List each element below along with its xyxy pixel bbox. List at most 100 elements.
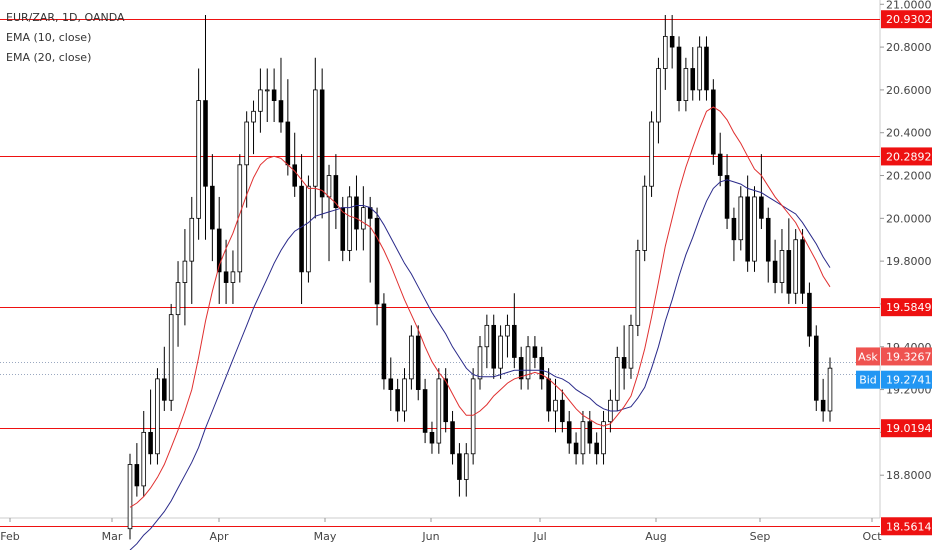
candle-body bbox=[258, 89, 263, 112]
level-label-bg bbox=[881, 419, 932, 438]
candle-body bbox=[402, 378, 407, 412]
symbol-label[interactable]: EUR/ZAR, 1D, OANDA bbox=[6, 11, 125, 24]
candle-body bbox=[333, 175, 339, 209]
candle-body bbox=[546, 378, 551, 412]
candle-body bbox=[175, 282, 181, 316]
candle-body bbox=[676, 46, 682, 102]
candle-body bbox=[793, 239, 798, 294]
candle-body bbox=[470, 378, 476, 455]
candle-body bbox=[436, 378, 442, 444]
candle-body bbox=[134, 464, 140, 487]
bid-price: 19.27414 bbox=[886, 374, 932, 387]
candle-body bbox=[635, 250, 641, 326]
x-tick-label: Aug bbox=[645, 530, 666, 543]
candle-body bbox=[532, 346, 538, 358]
ask-tag: Ask bbox=[858, 350, 878, 363]
candle-body bbox=[429, 431, 435, 444]
candle-body bbox=[491, 324, 497, 369]
candle-body bbox=[663, 35, 668, 69]
candle-body bbox=[223, 271, 229, 283]
bid-tag-bg bbox=[856, 370, 880, 389]
y-tick-label: 21.00000 bbox=[886, 0, 932, 11]
y-tick-label: 20.20000 bbox=[886, 170, 932, 183]
candle-body bbox=[230, 271, 236, 283]
candle-body bbox=[539, 357, 545, 380]
candle-body bbox=[772, 260, 778, 283]
candle-body bbox=[278, 100, 284, 123]
y-tick-label: 20.40000 bbox=[886, 127, 932, 140]
candle-body bbox=[587, 421, 593, 444]
candle-body bbox=[251, 110, 256, 123]
candle-body bbox=[264, 89, 270, 92]
candle-body bbox=[388, 378, 394, 390]
candle-body bbox=[779, 250, 785, 283]
candle-body bbox=[745, 196, 750, 262]
candle-body bbox=[415, 335, 421, 390]
candle-body bbox=[601, 421, 606, 455]
candle-body bbox=[724, 175, 730, 219]
level-label: 20.28923 bbox=[886, 150, 932, 163]
x-tick-label: Mar bbox=[102, 530, 123, 543]
candle-body bbox=[642, 185, 647, 251]
candle-body bbox=[505, 324, 510, 337]
candle-body bbox=[621, 357, 627, 369]
price-axis[interactable]: 18.8000019.0000019.2000019.4000019.60000… bbox=[880, 0, 932, 482]
x-tick-label: Feb bbox=[0, 530, 19, 543]
candle-body bbox=[813, 335, 819, 401]
level-label: 19.01940 bbox=[886, 422, 932, 435]
level-label: 19.58496 bbox=[886, 301, 932, 314]
candle-body bbox=[196, 100, 201, 219]
candle-body bbox=[759, 196, 764, 219]
candle-body bbox=[285, 121, 291, 166]
candle-body bbox=[168, 314, 174, 401]
candle-body bbox=[347, 196, 352, 251]
y-tick-label: 18.80000 bbox=[886, 469, 932, 482]
candle-body bbox=[244, 121, 249, 166]
candle-body bbox=[189, 217, 195, 262]
level-label-bg bbox=[881, 517, 932, 536]
candle-body bbox=[422, 389, 428, 433]
ask-price: 19.32675 bbox=[886, 350, 932, 363]
candle-body bbox=[512, 324, 517, 358]
candle-body bbox=[580, 421, 586, 455]
candle-body bbox=[477, 346, 483, 380]
candle-body bbox=[765, 217, 771, 262]
candle-body bbox=[319, 89, 325, 198]
y-tick-label: 19.80000 bbox=[886, 255, 932, 268]
candle-body bbox=[484, 324, 490, 348]
candle-body bbox=[628, 324, 634, 369]
ema20-label[interactable]: EMA (20, close) bbox=[6, 51, 92, 64]
candle-body bbox=[148, 431, 153, 455]
candle-body bbox=[560, 399, 565, 423]
ema10-label[interactable]: EMA (10, close) bbox=[6, 31, 92, 44]
candle-body bbox=[731, 217, 737, 241]
ask-tag-bg bbox=[856, 347, 880, 366]
candle-body bbox=[457, 453, 462, 480]
x-tick-label: Apr bbox=[209, 530, 229, 543]
candle-body bbox=[162, 378, 167, 401]
y-tick-label: 20.80000 bbox=[886, 41, 932, 54]
x-tick-label: Jun bbox=[421, 530, 439, 543]
x-tick-label: Oct bbox=[862, 530, 882, 543]
candle-body bbox=[361, 207, 366, 230]
candle-body bbox=[717, 153, 723, 176]
candles bbox=[127, 14, 833, 540]
x-tick-label: Jul bbox=[532, 530, 546, 543]
candle-body bbox=[340, 207, 346, 251]
level-label-bg bbox=[881, 147, 932, 166]
candle-body bbox=[518, 357, 524, 380]
candle-body bbox=[566, 421, 572, 444]
candle-body bbox=[498, 335, 503, 369]
candle-body bbox=[127, 464, 133, 530]
candle-body bbox=[463, 453, 469, 480]
time-axis[interactable]: Feb Mar Apr May Jun Jul Aug Sep Oct bbox=[0, 518, 882, 543]
candle-body bbox=[210, 185, 215, 230]
candle-body bbox=[306, 185, 311, 273]
ema10-line bbox=[129, 106, 831, 508]
grid bbox=[0, 0, 881, 519]
candle-body bbox=[326, 175, 332, 198]
candle-body bbox=[649, 121, 654, 187]
ask-price-bg bbox=[881, 347, 932, 366]
candle-body bbox=[704, 46, 709, 91]
